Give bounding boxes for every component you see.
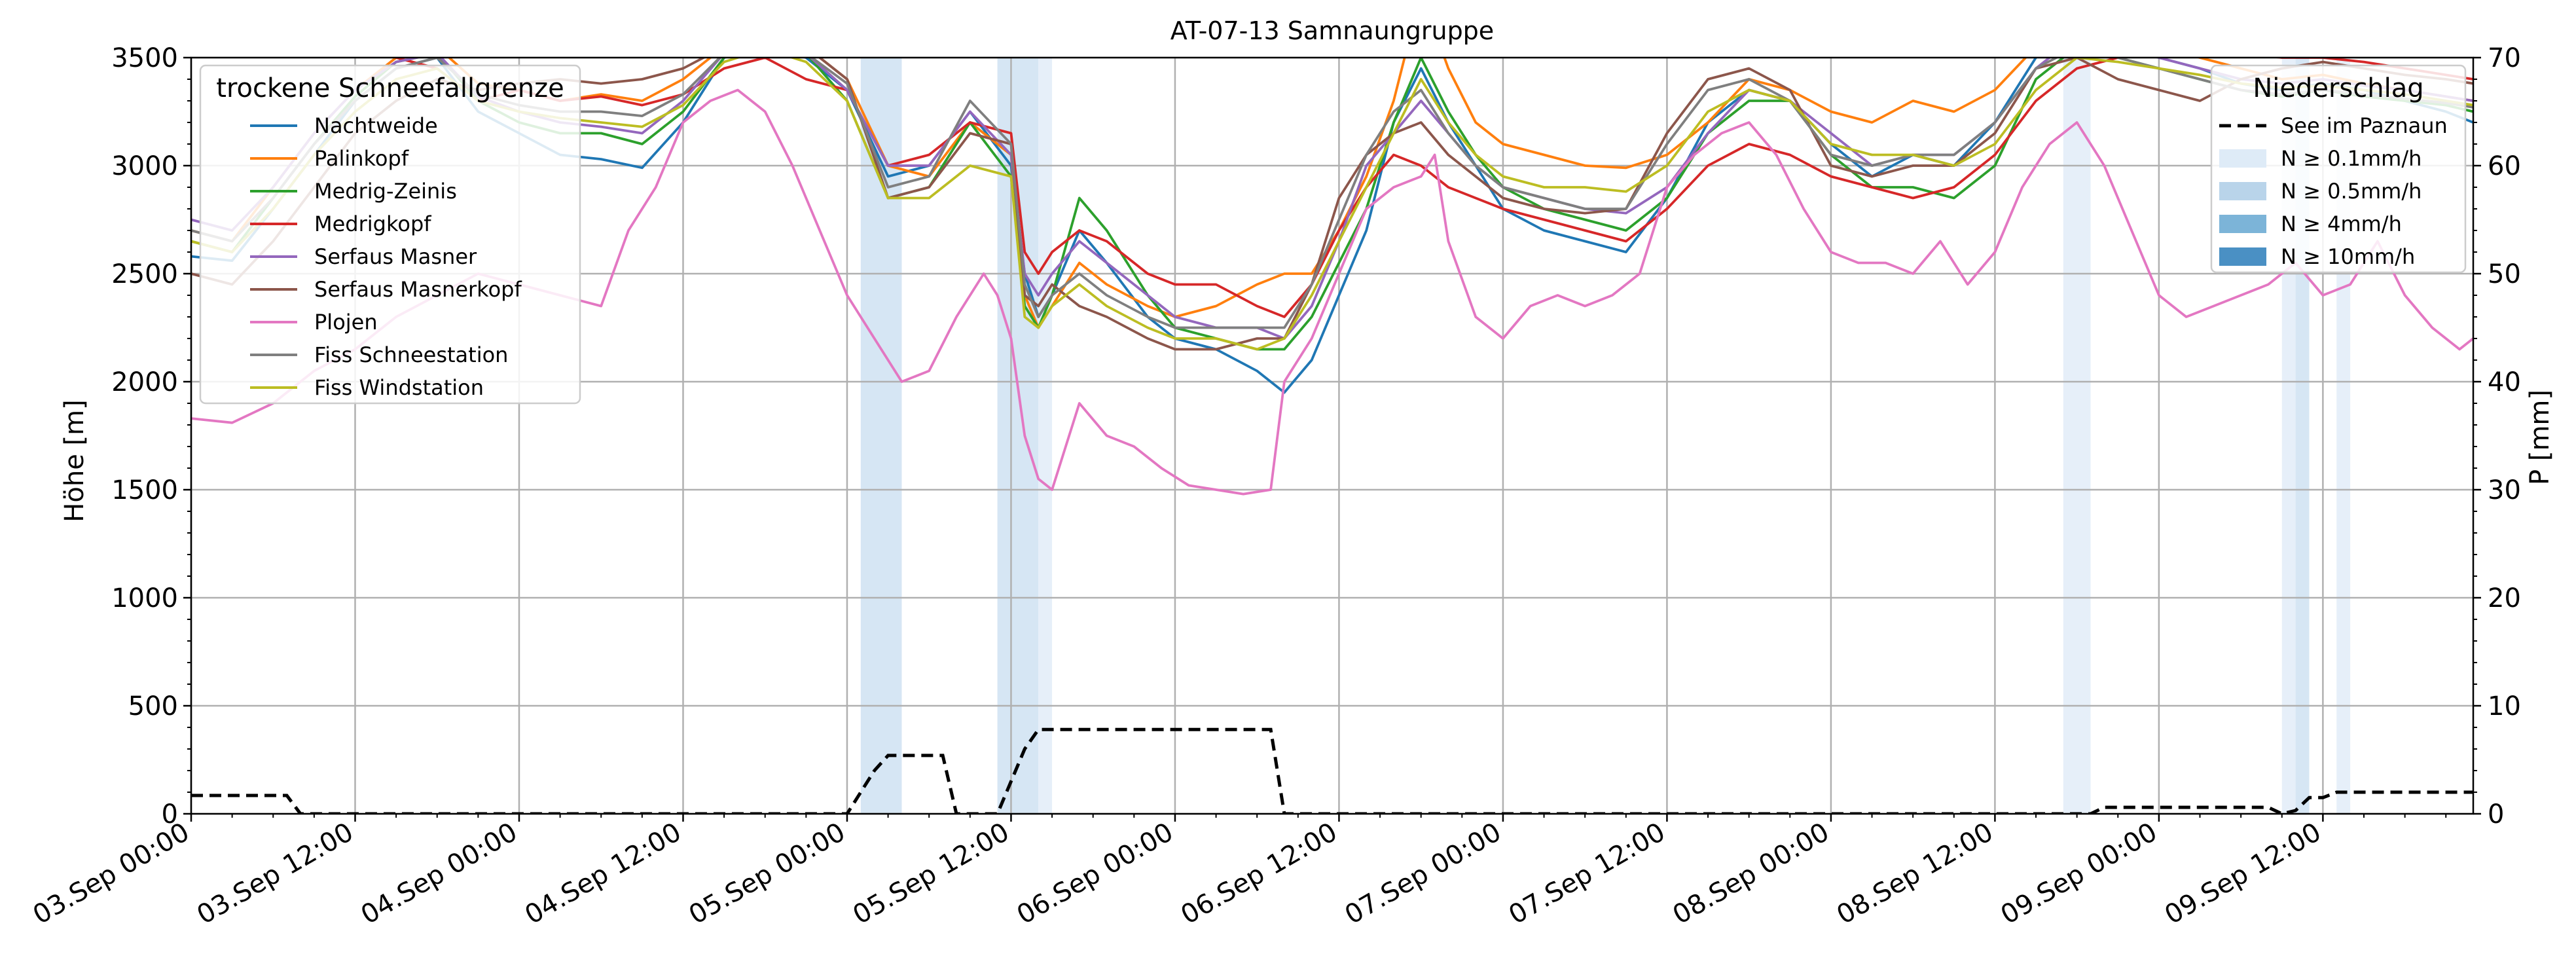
legend-left-title: trockene Schneefallgrenze <box>216 73 564 103</box>
legend-right-label-3: N ≥ 4mm/h <box>2281 211 2402 236</box>
legend-label-4: Serfaus Masner <box>314 244 477 269</box>
legend-right-label-1: N ≥ 0.1mm/h <box>2281 146 2422 171</box>
x-tick-label: 05.Sep 12:00 <box>848 817 1014 930</box>
series-line <box>191 58 2473 329</box>
y-tick-label: 1000 <box>111 583 178 613</box>
series-group <box>191 58 2473 814</box>
y-right-tick-label: 70 <box>2488 43 2521 73</box>
precip-band <box>2063 58 2091 814</box>
legend-right-swatch-2 <box>2219 182 2266 200</box>
y-right-tick-label: 0 <box>2488 799 2504 830</box>
legend-right-label-2: N ≥ 0.5mm/h <box>2281 179 2422 204</box>
x-tick-label: 03.Sep 00:00 <box>28 817 194 930</box>
y-tick-label: 3500 <box>111 43 178 73</box>
y-tick-label: 3000 <box>111 151 178 181</box>
series-line <box>191 88 2473 496</box>
y-right-tick-label: 50 <box>2488 259 2521 289</box>
y-right-tick-label: 60 <box>2488 151 2521 181</box>
x-tick-label: 08.Sep 12:00 <box>1832 817 1998 930</box>
x-tick-label: 05.Sep 00:00 <box>684 817 850 930</box>
legend-right-label-4: N ≥ 10mm/h <box>2281 244 2415 269</box>
y-right-tick-label: 30 <box>2488 475 2521 505</box>
x-tick-label: 07.Sep 00:00 <box>1340 817 1506 930</box>
y-tick-label: 0 <box>162 799 178 830</box>
legend-right-title: Niederschlag <box>2253 73 2423 103</box>
x-tick-label: 07.Sep 12:00 <box>1504 817 1670 930</box>
legend-label-0: Nachtweide <box>314 113 438 138</box>
series-line <box>191 58 2473 394</box>
legend-right-swatch-4 <box>2219 247 2266 266</box>
precip-band <box>997 58 1039 814</box>
legend-right-label-0: See im Paznaun <box>2281 113 2448 138</box>
legend-label-1: Palinkopf <box>314 146 409 171</box>
x-tick-label: 09.Sep 00:00 <box>1996 817 2162 930</box>
x-tick-label: 03.Sep 12:00 <box>192 817 358 930</box>
series-line <box>191 58 2473 351</box>
y-tick-label: 500 <box>128 691 178 721</box>
legend-label-6: Plojen <box>314 310 378 335</box>
x-tick-label: 04.Sep 00:00 <box>356 817 522 930</box>
legend-label-5: Serfaus Masnerkopf <box>314 277 522 302</box>
x-tick-label: 06.Sep 00:00 <box>1012 817 1178 930</box>
legend-label-3: Medrigkopf <box>314 211 431 236</box>
legend-right-swatch-1 <box>2219 149 2266 168</box>
legend-right-swatch-3 <box>2219 215 2266 233</box>
legend-label-8: Fiss Windstation <box>314 375 484 400</box>
x-tick-label: 09.Sep 12:00 <box>2160 817 2326 930</box>
y-axis-label: Höhe [m] <box>60 399 90 522</box>
legend-label-7: Fiss Schneestation <box>314 342 508 367</box>
legend-left-box <box>199 64 581 405</box>
y-axis-label-right: P [mm] <box>2525 390 2555 485</box>
x-tick-label: 08.Sep 00:00 <box>1668 817 1834 930</box>
y-right-tick-label: 40 <box>2488 367 2521 397</box>
precip-line <box>191 727 2473 814</box>
y-tick-label: 2000 <box>111 367 178 397</box>
x-tick-label: 04.Sep 12:00 <box>520 817 686 930</box>
y-tick-label: 1500 <box>111 475 178 505</box>
series-line <box>191 58 2473 329</box>
chart-title: AT-07-13 Samnaungruppe <box>1170 16 1494 45</box>
series-line <box>191 58 2473 340</box>
axes-frame <box>190 56 2475 815</box>
x-tick-label: 06.Sep 12:00 <box>1176 817 1342 930</box>
precip-band <box>1038 58 1053 814</box>
y-tick-label: 2500 <box>111 259 178 289</box>
legend-label-2: Medrig-Zeinis <box>314 179 457 204</box>
y-right-tick-label: 20 <box>2488 583 2521 613</box>
series-line <box>191 58 2473 351</box>
y-right-tick-label: 10 <box>2488 691 2521 721</box>
legend-right-box <box>2210 64 2467 274</box>
